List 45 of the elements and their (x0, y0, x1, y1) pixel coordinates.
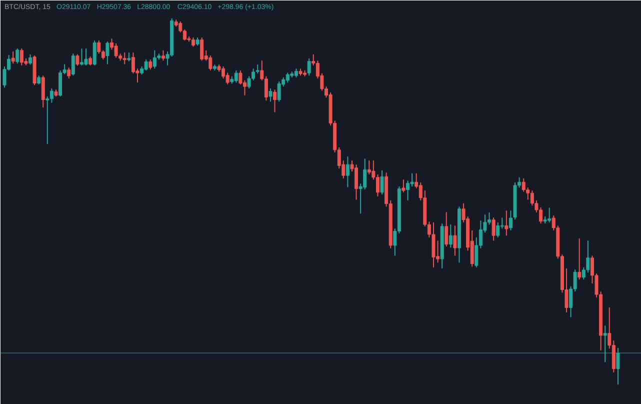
candlestick (208, 54, 212, 71)
candlestick (247, 76, 251, 89)
candlestick (268, 88, 272, 102)
candlestick (84, 48, 88, 66)
candlestick (578, 238, 582, 280)
candlestick (508, 210, 512, 231)
candlestick (522, 178, 526, 192)
candlestick (448, 224, 452, 248)
candlestick (16, 48, 20, 64)
candlestick (586, 240, 590, 274)
candlestick (273, 89, 277, 113)
candlestick (148, 58, 152, 70)
candlestick (50, 88, 54, 104)
candlestick (11, 50, 15, 64)
candlestick (200, 37, 204, 62)
candlestick (444, 212, 448, 248)
candlestick (92, 40, 96, 66)
candlestick (41, 75, 45, 108)
candlestick (504, 210, 508, 236)
candlestick (432, 222, 436, 268)
candlestick (71, 53, 75, 76)
candlestick (402, 179, 406, 193)
candlestick (492, 217, 496, 242)
candlestick (346, 156, 350, 188)
candlestick (307, 58, 311, 76)
candlestick (376, 174, 380, 197)
candlestick (496, 222, 500, 238)
candlestick (406, 180, 410, 201)
candlestick (114, 42, 118, 58)
candlestick (603, 325, 607, 363)
candlestick (58, 70, 62, 97)
candlestick (453, 225, 457, 256)
candlestick (616, 347, 620, 385)
candlestick (106, 41, 110, 65)
candlestick (67, 67, 71, 80)
candlestick (226, 72, 230, 85)
candlestick (234, 70, 238, 84)
candlestick (76, 54, 80, 66)
candlestick (277, 80, 281, 102)
candlestick (28, 54, 32, 66)
candlestick (97, 40, 101, 54)
candlestick (144, 58, 148, 71)
candlestick (380, 170, 384, 196)
candlestick (161, 50, 165, 62)
candlestick (122, 52, 126, 65)
